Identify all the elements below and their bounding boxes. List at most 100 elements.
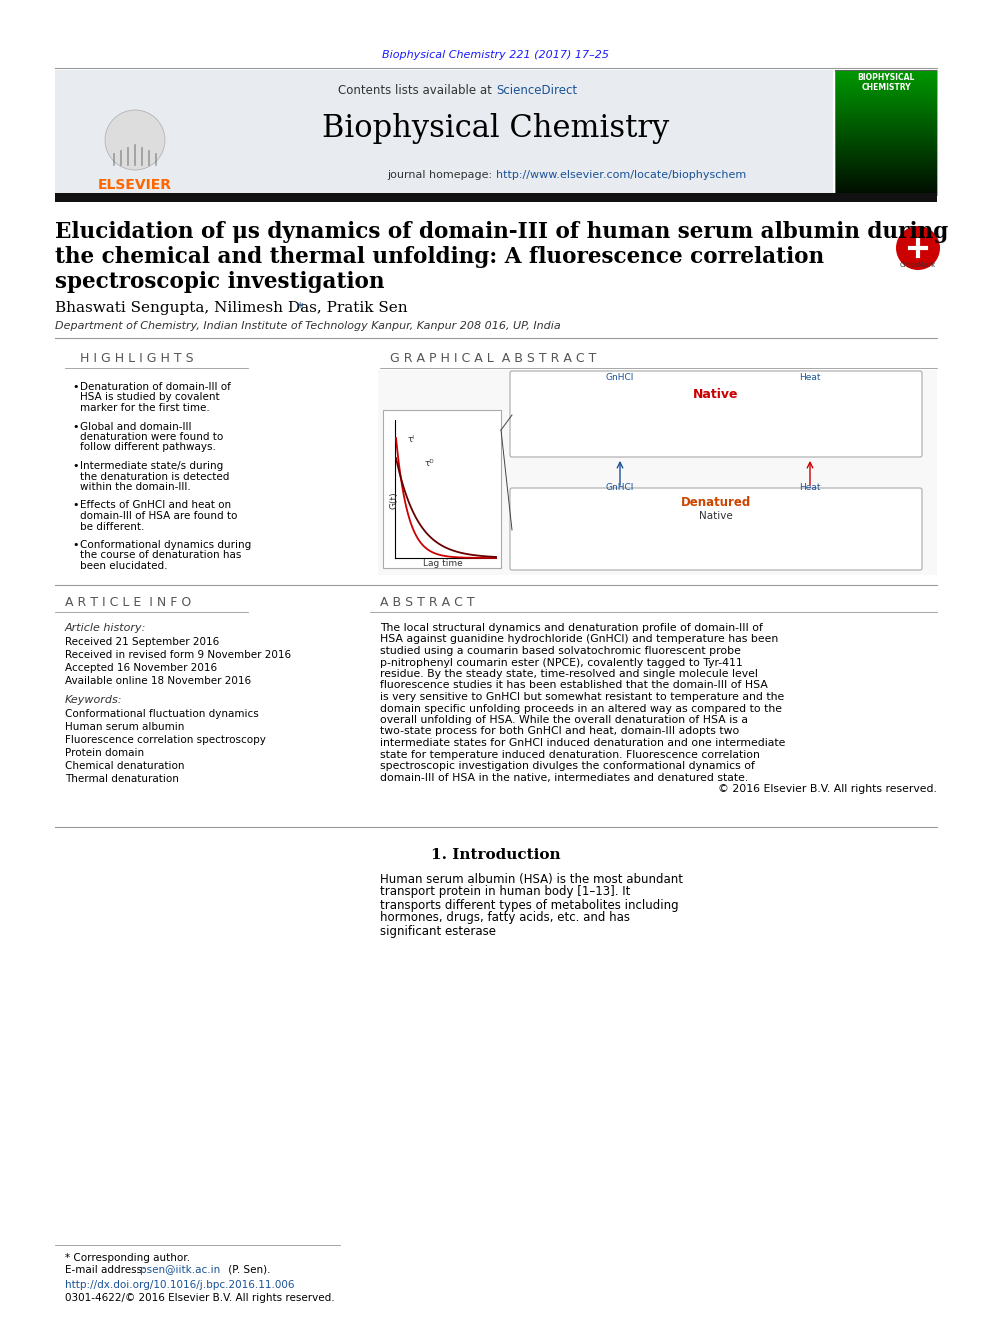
Bar [835, 181, 937, 183]
Text: Lag time: Lag time [424, 558, 463, 568]
Text: Heat: Heat [800, 483, 820, 492]
Text: Keywords:: Keywords: [65, 695, 122, 705]
Bar [835, 171, 937, 173]
Bar [835, 103, 937, 105]
Bar [835, 131, 937, 134]
Text: Conformational dynamics during: Conformational dynamics during [80, 540, 251, 550]
Text: significant esterase: significant esterase [380, 925, 496, 938]
Text: •: • [72, 382, 78, 392]
Bar [835, 95, 937, 97]
Text: the chemical and thermal unfolding: A fluorescence correlation: the chemical and thermal unfolding: A fl… [55, 246, 824, 269]
Text: Department of Chemistry, Indian Institute of Technology Kanpur, Kanpur 208 016, : Department of Chemistry, Indian Institut… [55, 321, 560, 331]
Bar [835, 70, 937, 194]
Text: http://www.elsevier.com/locate/biophyschem: http://www.elsevier.com/locate/biophysch… [496, 169, 746, 180]
Text: Fluorescence correlation spectroscopy: Fluorescence correlation spectroscopy [65, 736, 266, 745]
Text: Effects of GnHCl and heat on: Effects of GnHCl and heat on [80, 500, 231, 511]
Text: residue. By the steady state, time-resolved and single molecule level: residue. By the steady state, time-resol… [380, 669, 758, 679]
Text: the course of denaturation has: the course of denaturation has [80, 550, 241, 561]
Text: τᴰ: τᴰ [425, 459, 434, 467]
Bar [835, 175, 937, 177]
Text: Chemical denaturation: Chemical denaturation [65, 761, 185, 771]
Bar [835, 93, 937, 95]
Text: A R T I C L E  I N F O: A R T I C L E I N F O [65, 595, 191, 609]
Text: marker for the first time.: marker for the first time. [80, 404, 209, 413]
Bar [835, 191, 937, 193]
Bar [835, 91, 937, 93]
Text: p-nitrophenyl coumarin ester (NPCE), covalently tagged to Tyr-411: p-nitrophenyl coumarin ester (NPCE), cov… [380, 658, 743, 668]
Bar [835, 143, 937, 146]
Bar [835, 153, 937, 155]
Bar [835, 193, 937, 194]
Bar [835, 134, 937, 135]
Bar [835, 179, 937, 181]
Text: GnHCl: GnHCl [606, 483, 634, 492]
Text: Protein domain: Protein domain [65, 747, 144, 758]
Text: Native: Native [693, 389, 739, 401]
Text: fluorescence studies it has been established that the domain-III of HSA: fluorescence studies it has been establi… [380, 680, 768, 691]
Text: Thermal denaturation: Thermal denaturation [65, 774, 179, 785]
Bar [835, 173, 937, 175]
Bar [835, 120, 937, 123]
Text: Native: Native [699, 511, 733, 521]
Bar [383, 410, 501, 568]
Bar [835, 155, 937, 157]
Text: http://dx.doi.org/10.1016/j.bpc.2016.11.006: http://dx.doi.org/10.1016/j.bpc.2016.11.… [65, 1279, 295, 1290]
Bar [835, 163, 937, 165]
Bar [835, 124, 937, 127]
Bar [835, 167, 937, 169]
Bar [835, 77, 937, 79]
Text: hormones, drugs, fatty acids, etc. and has: hormones, drugs, fatty acids, etc. and h… [380, 912, 630, 925]
Bar [835, 108, 937, 111]
Bar [835, 130, 937, 131]
Bar [835, 139, 937, 142]
Text: H I G H L I G H T S: H I G H L I G H T S [80, 352, 193, 365]
Bar [835, 127, 937, 130]
FancyBboxPatch shape [510, 488, 922, 570]
Text: Global and domain-III: Global and domain-III [80, 422, 191, 431]
Text: HSA against guanidine hydrochloride (GnHCl) and temperature has been: HSA against guanidine hydrochloride (GnH… [380, 635, 779, 644]
Text: G R A P H I C A L  A B S T R A C T: G R A P H I C A L A B S T R A C T [390, 352, 596, 365]
Text: Contents lists available at: Contents lists available at [338, 83, 496, 97]
Text: denaturation were found to: denaturation were found to [80, 433, 223, 442]
Bar [835, 185, 937, 187]
Bar [835, 142, 937, 143]
Text: be different.: be different. [80, 521, 145, 532]
Text: is very sensitive to GnHCl but somewhat resistant to temperature and the: is very sensitive to GnHCl but somewhat … [380, 692, 785, 703]
Bar [835, 149, 937, 151]
Text: been elucidated.: been elucidated. [80, 561, 168, 572]
Text: domain specific unfolding proceeds in an altered way as compared to the: domain specific unfolding proceeds in an… [380, 704, 782, 713]
Bar [835, 169, 937, 171]
Text: psen@iitk.ac.in: psen@iitk.ac.in [140, 1265, 220, 1275]
Text: •: • [72, 500, 78, 511]
Text: τᴵ: τᴵ [408, 435, 415, 445]
Bar [835, 83, 937, 85]
Text: * Corresponding author.: * Corresponding author. [65, 1253, 190, 1263]
Bar [835, 135, 937, 138]
Bar [835, 107, 937, 108]
Bar [835, 99, 937, 101]
Bar [55, 70, 215, 194]
Text: A B S T R A C T: A B S T R A C T [380, 595, 474, 609]
Text: Biophysical Chemistry 221 (2017) 17–25: Biophysical Chemistry 221 (2017) 17–25 [383, 50, 609, 60]
Bar [55, 193, 937, 202]
Text: domain-III of HSA in the native, intermediates and denatured state.: domain-III of HSA in the native, interme… [380, 773, 748, 782]
Text: HSA is studied by covalent: HSA is studied by covalent [80, 393, 219, 402]
Bar [835, 81, 937, 83]
Text: Received in revised form 9 November 2016: Received in revised form 9 November 2016 [65, 650, 291, 660]
Bar [835, 71, 937, 73]
Text: overall unfolding of HSA. While the overall denaturation of HSA is a: overall unfolding of HSA. While the over… [380, 714, 748, 725]
Text: Bhaswati Sengupta, Nilimesh Das, Pratik Sen: Bhaswati Sengupta, Nilimesh Das, Pratik … [55, 302, 413, 315]
Bar [835, 159, 937, 161]
Text: 1. Introduction: 1. Introduction [432, 848, 560, 863]
Text: BIOPHYSICAL: BIOPHYSICAL [857, 74, 915, 82]
Text: Article history:: Article history: [65, 623, 147, 632]
Circle shape [105, 110, 165, 169]
Text: •: • [72, 460, 78, 471]
Bar [835, 70, 937, 194]
Text: CrossMark: CrossMark [900, 262, 936, 269]
Text: state for temperature induced denaturation. Fluorescence correlation: state for temperature induced denaturati… [380, 750, 760, 759]
Text: Human serum albumin: Human serum albumin [65, 722, 185, 732]
Bar [835, 112, 937, 115]
Text: follow different pathways.: follow different pathways. [80, 442, 216, 452]
Text: ELSEVIER: ELSEVIER [98, 179, 172, 192]
